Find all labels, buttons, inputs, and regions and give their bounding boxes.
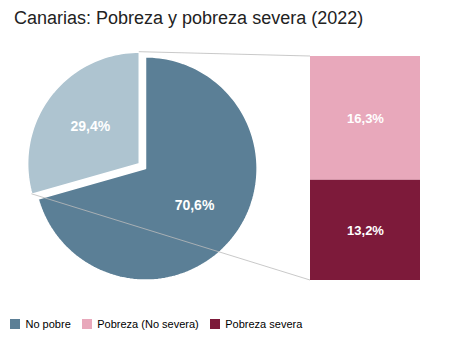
html-text:No pobre: No pobre [25, 317, 71, 330]
html-text:Canarias: Pobreza y pobreza se: Canarias: Pobreza y pobreza severa (2022… [14, 8, 364, 28]
html-text:Pobreza (No severa): Pobreza (No severa) [97, 317, 199, 330]
svg-text:16,3%: 16,3% [347, 111, 384, 126]
html-text:Pobreza severa: Pobreza severa [225, 317, 303, 330]
svg-text:29,4%: 29,4% [70, 118, 110, 134]
svg-text:13,2%: 13,2% [347, 223, 384, 238]
svg-text:70,6%: 70,6% [175, 197, 215, 213]
